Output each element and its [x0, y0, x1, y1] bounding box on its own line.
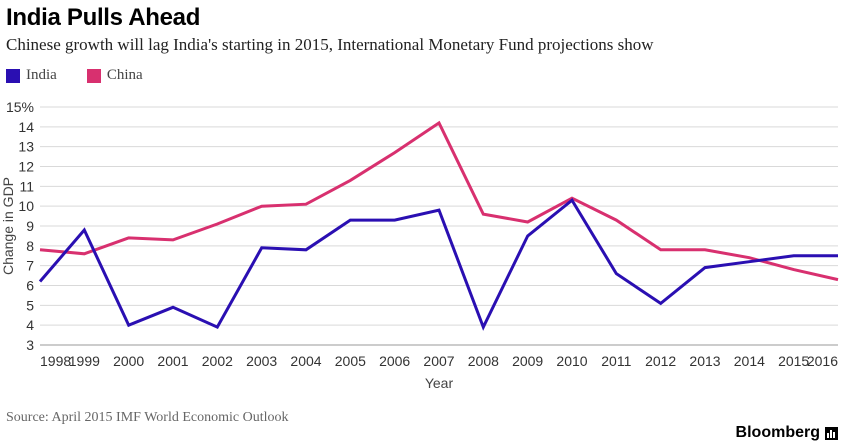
- chart-subtitle: Chinese growth will lag India's starting…: [6, 35, 654, 54]
- legend-item-china: China: [86, 67, 143, 84]
- x-tick-label: 2000: [113, 353, 144, 369]
- x-tick-label: 2005: [335, 353, 366, 369]
- x-tick-label: 1999: [69, 353, 100, 369]
- series-line-china: [39, 120, 839, 282]
- x-tick-label: 2003: [246, 353, 277, 369]
- y-tick-label: 3: [26, 337, 34, 353]
- legend-item-india: India: [6, 67, 57, 84]
- x-tick-label: 2007: [423, 353, 454, 369]
- y-tick-label: 11: [19, 178, 34, 194]
- y-tick-label: 14: [18, 119, 34, 135]
- y-tick-label: 15%: [6, 99, 34, 115]
- y-tick-label: 4: [26, 317, 34, 333]
- x-tick-label: 2002: [202, 353, 233, 369]
- legend-label-india: India: [26, 67, 57, 83]
- gridlines: [40, 106, 838, 346]
- x-tick-label: 2001: [157, 353, 188, 369]
- x-tick-label: 2012: [645, 353, 676, 369]
- y-tick-label: 6: [26, 278, 34, 294]
- x-tick-label: 2009: [512, 353, 543, 369]
- legend-label-china: China: [106, 67, 143, 83]
- brand-name: Bloomberg: [735, 424, 820, 441]
- legend-swatch-china: [86, 68, 101, 83]
- x-tick-label: 2006: [379, 353, 410, 369]
- y-axis-title: Change in GDP: [0, 177, 16, 275]
- x-tick-label: 2013: [689, 353, 720, 369]
- x-tick-label: 2011: [601, 353, 631, 369]
- y-tick-label: 5: [26, 297, 34, 313]
- x-axis-title: Year: [425, 375, 454, 391]
- y-tick-label: 10: [18, 198, 34, 214]
- legend: India China: [6, 67, 173, 84]
- series-line-india: [38, 197, 838, 331]
- chart-title: India Pulls Ahead: [6, 4, 201, 31]
- legend-swatch-india: [6, 68, 20, 83]
- y-tick-label: 9: [26, 218, 34, 234]
- bar-chart-icon: [825, 426, 838, 440]
- y-tick-label: 7: [26, 258, 34, 274]
- x-tick-label: 2008: [468, 353, 499, 369]
- x-tick-label: 2010: [556, 353, 587, 369]
- x-tick-label: 2014: [734, 353, 765, 369]
- source-note: Source: April 2015 IMF World Economic Ou…: [6, 410, 289, 425]
- y-tick-label: 13: [18, 139, 34, 155]
- series-lines: [38, 120, 839, 331]
- x-tick-label: 1998: [40, 353, 71, 369]
- x-tick-label: 2016: [807, 353, 838, 369]
- brand-logo: Bloomberg: [736, 424, 838, 442]
- y-tick-label: 8: [26, 238, 34, 254]
- x-tick-label: 2004: [290, 353, 321, 369]
- y-axis-ticks: 3 4 5 6 7 8 9 10 11 12 13 14 15%: [6, 99, 34, 353]
- x-tick-label: 2015: [778, 353, 809, 369]
- y-tick-label: 12: [18, 159, 34, 175]
